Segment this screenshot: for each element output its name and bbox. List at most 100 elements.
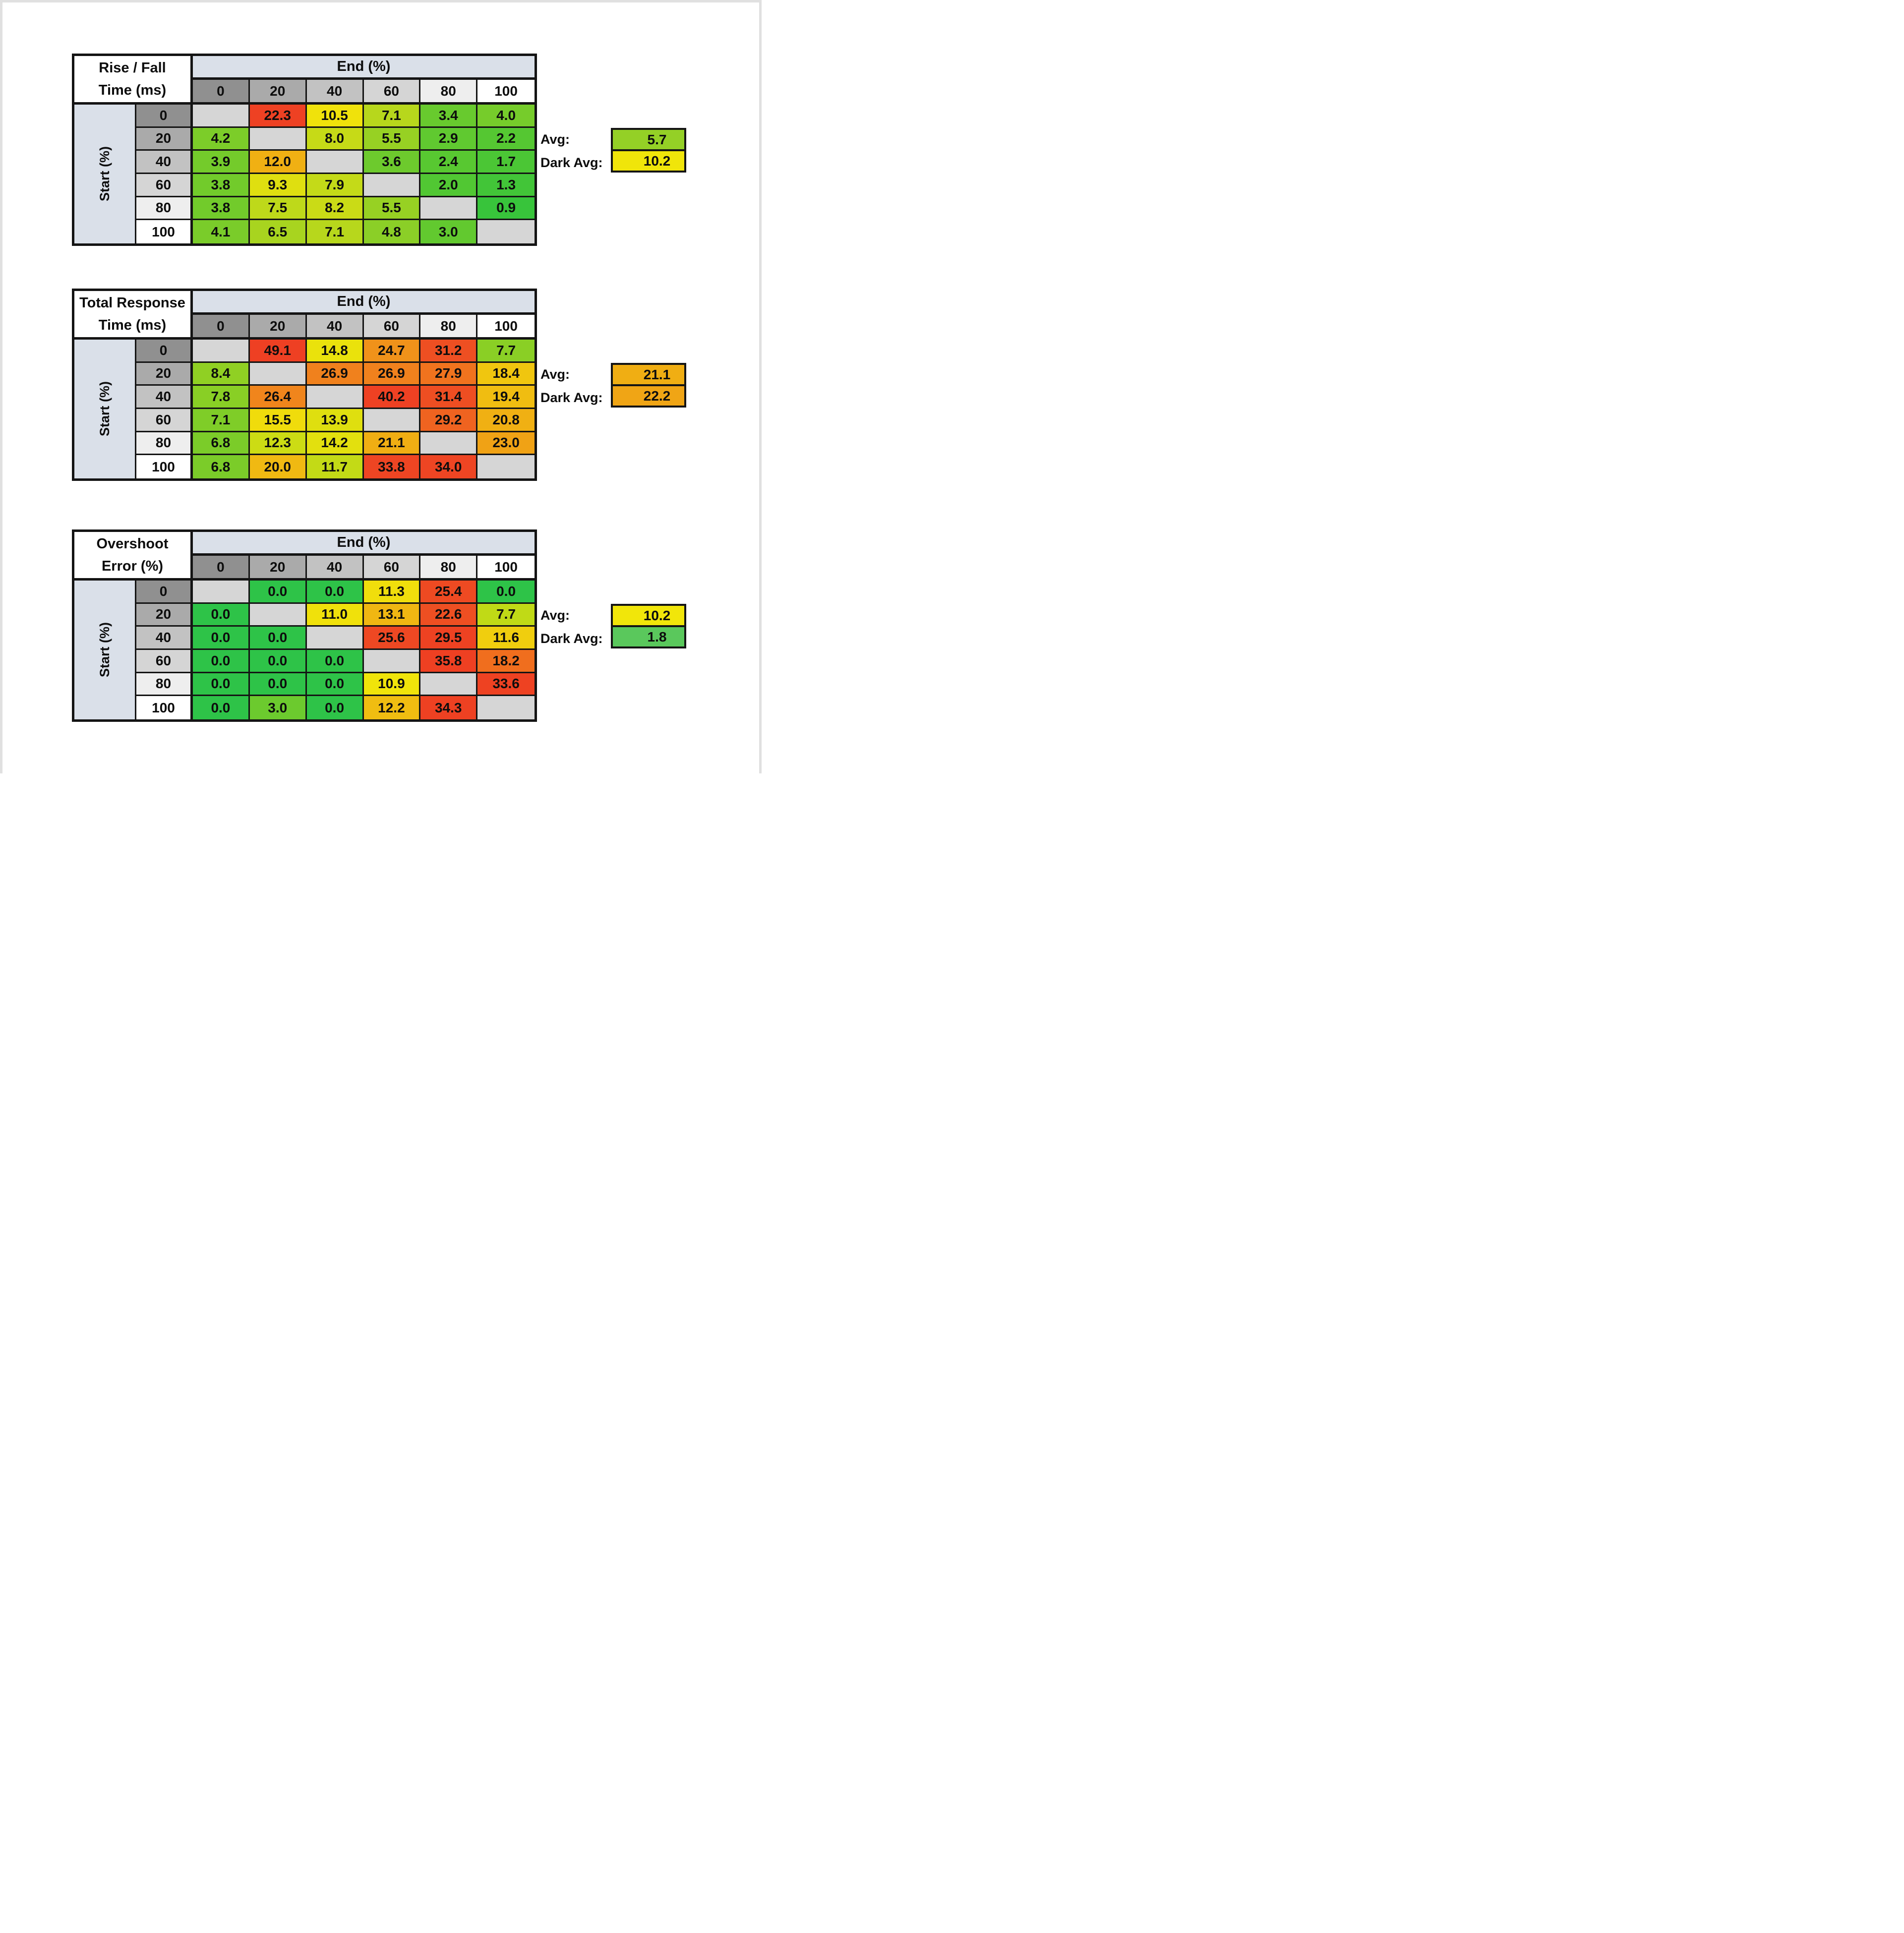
table-grid: Total Response Time (ms) End (%) Start (…: [72, 289, 537, 481]
table-title: Overshoot Error (%): [74, 532, 193, 581]
table-grid: Rise / Fall Time (ms) End (%) Start (%) …: [72, 54, 537, 246]
heatmap-cell: 20.0: [249, 455, 307, 478]
row-header: 40: [136, 386, 193, 409]
row-header: 20: [136, 362, 193, 386]
heatmap-cell: 0.0: [306, 696, 364, 719]
heatmap-cell: 5.5: [363, 197, 421, 221]
heatmap-cell: 22.6: [420, 603, 478, 627]
heatmap-cell: 0.0: [193, 627, 250, 650]
col-header: 100: [477, 80, 535, 105]
table-title-line2: Time (ms): [98, 317, 167, 333]
table-title-line1: Rise / Fall: [99, 59, 166, 76]
avg-panel: Avg: Dark Avg: 21.1 22.2: [540, 363, 762, 412]
end-axis-label: End (%): [193, 532, 535, 556]
diagonal-cell: [477, 696, 535, 719]
table-title: Total Response Time (ms): [74, 291, 193, 340]
table-title-line2: Error (%): [101, 558, 164, 574]
heatmap-cell: 7.7: [477, 340, 535, 363]
heatmap-cell: 27.9: [420, 362, 478, 386]
col-header: 0: [193, 315, 250, 340]
end-axis-label: End (%): [193, 56, 535, 80]
heatmap-cell: 20.8: [477, 409, 535, 432]
col-header: 60: [363, 556, 421, 581]
heatmap-cell: 31.4: [420, 386, 478, 409]
col-header: 0: [193, 556, 250, 581]
table-title: Rise / Fall Time (ms): [74, 56, 193, 105]
diagonal-cell: [363, 174, 421, 197]
col-header: 60: [363, 80, 421, 105]
heatmap-cell: 12.0: [249, 151, 307, 174]
heatmap-cell: 29.2: [420, 409, 478, 432]
row-header: 60: [136, 409, 193, 432]
heatmap-cell: 0.0: [477, 581, 535, 604]
heatmap-cell: 6.8: [193, 455, 250, 478]
heatmap-cell: 2.9: [420, 127, 478, 151]
heatmap-cell: 33.6: [477, 673, 535, 697]
start-axis-text: Start (%): [97, 146, 112, 202]
heatmap-cell: 0.0: [249, 581, 307, 604]
heatmap-cell: 3.6: [363, 151, 421, 174]
row-header: 100: [136, 455, 193, 478]
col-header: 100: [477, 315, 535, 340]
start-axis-label: Start (%): [74, 340, 136, 478]
heatmap-cell: 7.7: [477, 603, 535, 627]
diagonal-cell: [306, 627, 364, 650]
heatmap-cell: 7.1: [363, 105, 421, 128]
heatmap-cell: 13.9: [306, 409, 364, 432]
heatmap-cell: 3.8: [193, 197, 250, 221]
heatmap-cell: 4.0: [477, 105, 535, 128]
diagonal-cell: [363, 650, 421, 673]
table-title-line1: Overshoot: [96, 535, 169, 552]
heatmap-cell: 0.0: [249, 627, 307, 650]
start-axis-text: Start (%): [97, 622, 112, 678]
heatmap-cell: 3.4: [420, 105, 478, 128]
diagonal-cell: [477, 220, 535, 243]
diagonal-cell: [363, 409, 421, 432]
avg-panel: Avg: Dark Avg: 10.2 1.8: [540, 604, 762, 653]
avg-labels: Avg: Dark Avg:: [540, 604, 611, 650]
avg-value-box: 10.2: [611, 604, 686, 627]
heatmap-cell: 0.0: [193, 603, 250, 627]
row-header: 20: [136, 127, 193, 151]
heatmap-cell: 11.0: [306, 603, 364, 627]
heatmap-cell: 25.6: [363, 627, 421, 650]
dark-avg-value-box: 1.8: [611, 625, 686, 648]
heatmap-table: Rise / Fall Time (ms) End (%) Start (%) …: [72, 54, 762, 252]
heatmap-cell: 7.9: [306, 174, 364, 197]
row-header: 40: [136, 151, 193, 174]
heatmap-cell: 31.2: [420, 340, 478, 363]
dark-avg-label: Dark Avg:: [540, 155, 603, 170]
avg-label: Avg:: [540, 608, 570, 623]
row-header: 20: [136, 603, 193, 627]
diagonal-cell: [420, 673, 478, 697]
row-header: 60: [136, 650, 193, 673]
heatmap-cell: 8.4: [193, 362, 250, 386]
end-axis-label: End (%): [193, 291, 535, 315]
heatmap-cell: 0.0: [306, 650, 364, 673]
diagonal-cell: [477, 455, 535, 478]
avg-labels: Avg: Dark Avg:: [540, 128, 611, 175]
dark-avg-value-box: 10.2: [611, 149, 686, 173]
dark-avg-label: Dark Avg:: [540, 390, 603, 405]
heatmap-cell: 12.3: [249, 432, 307, 456]
col-header: 40: [306, 80, 364, 105]
col-header: 80: [420, 80, 478, 105]
heatmap-cell: 33.8: [363, 455, 421, 478]
diagonal-cell: [306, 151, 364, 174]
diagonal-cell: [249, 603, 307, 627]
col-header: 40: [306, 556, 364, 581]
row-header: 0: [136, 340, 193, 363]
heatmap-cell: 14.2: [306, 432, 364, 456]
heatmap-cell: 4.8: [363, 220, 421, 243]
diagonal-cell: [249, 127, 307, 151]
col-header: 20: [249, 80, 307, 105]
avg-panel: Avg: Dark Avg: 5.7 10.2: [540, 128, 762, 177]
heatmap-cell: 9.3: [249, 174, 307, 197]
row-header: 80: [136, 197, 193, 221]
col-header: 0: [193, 80, 250, 105]
diagonal-cell: [249, 362, 307, 386]
col-header: 100: [477, 556, 535, 581]
row-header: 0: [136, 581, 193, 604]
heatmap-cell: 2.4: [420, 151, 478, 174]
